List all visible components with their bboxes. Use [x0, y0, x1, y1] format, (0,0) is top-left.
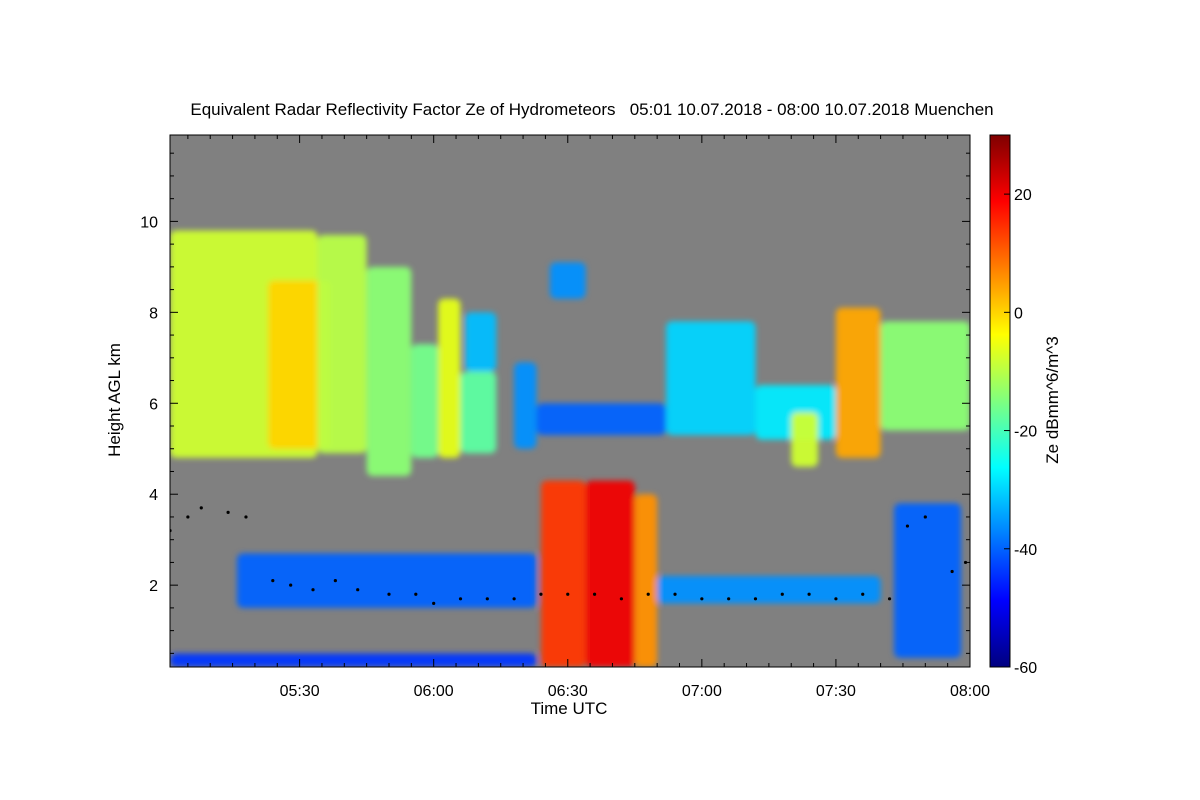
ceilometer-point — [592, 592, 597, 596]
ceilometer-point — [271, 579, 275, 583]
reflectivity-cell — [317, 235, 367, 454]
ceilometer-point — [387, 592, 391, 596]
ceilometer-point — [834, 597, 838, 601]
reflectivity-cell — [791, 412, 819, 467]
x-tick-label: 07:00 — [682, 683, 722, 700]
reflectivity-field — [170, 230, 970, 667]
reflectivity-cell — [411, 344, 439, 458]
x-tick-label: 06:00 — [414, 683, 454, 700]
ceilometer-point — [753, 597, 758, 601]
y-tick-label: 4 — [149, 487, 158, 504]
y-axis-label: Height AGL km — [105, 343, 124, 457]
ceilometer-point — [923, 515, 927, 519]
y-tick-label: 2 — [149, 578, 158, 595]
plot-area — [169, 134, 971, 668]
ceilometer-point — [807, 592, 811, 596]
reflectivity-cell — [268, 280, 331, 449]
reflectivity-cell — [880, 321, 970, 431]
y-tick-label: 10 — [140, 214, 158, 231]
ceilometer-point — [861, 592, 865, 596]
ceilometer-point — [566, 592, 570, 596]
y-tick-label: 6 — [149, 396, 158, 413]
y-axis: 2 4 6 8 10 — [140, 152, 970, 654]
reflectivity-cell — [585, 480, 635, 667]
x-tick-label: 08:00 — [950, 683, 990, 700]
ceilometer-point — [963, 560, 968, 565]
x-tick-label: 07:30 — [816, 683, 856, 700]
colorbar-tick-label: 0 — [1014, 305, 1023, 322]
reflectivity-cell — [666, 321, 756, 436]
reflectivity-cell — [438, 298, 461, 458]
reflectivity-cell — [634, 494, 658, 667]
reflectivity-cell — [170, 653, 537, 667]
ceilometer-point — [727, 597, 731, 601]
x-axis-label: Time UTC — [531, 699, 608, 718]
colorbar-gradient — [990, 135, 1010, 667]
ceilometer-point — [485, 597, 489, 601]
ceilometer-point — [199, 506, 203, 510]
reflectivity-cell — [894, 503, 962, 658]
ceilometer-point — [432, 601, 436, 605]
ceilometer-point — [539, 592, 543, 596]
reflectivity-cell — [549, 262, 586, 299]
reflectivity-cell — [460, 371, 497, 454]
colorbar-label: Ze dBmm^6/m^3 — [1043, 336, 1062, 463]
x-axis: 05:30 06:00 06:30 07:00 07:30 08:00 — [187, 135, 990, 700]
ceilometer-point — [619, 597, 623, 601]
ceilometer-point — [673, 592, 677, 596]
ceilometer-point — [950, 569, 954, 574]
x-tick-label: 05:30 — [280, 683, 320, 700]
reflectivity-cell — [514, 362, 537, 449]
ceilometer-point — [311, 588, 315, 592]
reflectivity-cell — [657, 576, 881, 604]
reflectivity-cell — [540, 480, 586, 667]
ceilometer-point — [414, 592, 418, 596]
colorbar-tick-label: -40 — [1014, 542, 1037, 559]
ceilometer-point — [512, 597, 516, 601]
colorbar: 20 0 -20 -40 -60 — [989, 134, 1037, 677]
reflectivity-cell — [237, 553, 537, 608]
ceilometer-point — [244, 515, 248, 519]
ceilometer-point — [226, 510, 230, 515]
ceilometer-point — [905, 524, 910, 528]
ceilometer-point — [646, 592, 650, 596]
ceilometer-point — [186, 515, 190, 519]
colorbar-tick-label: -60 — [1014, 660, 1037, 677]
reflectivity-cell — [366, 266, 412, 477]
reflectivity-cell — [536, 403, 667, 436]
ceilometer-point — [289, 583, 293, 587]
ceilometer-point — [356, 588, 360, 592]
ceilometer-point — [887, 597, 892, 601]
reflectivity-cell — [835, 307, 881, 458]
colorbar-tick-label: -20 — [1014, 424, 1037, 441]
reflectivity-cell — [464, 312, 497, 372]
ceilometer-point — [780, 592, 784, 596]
x-tick-label: 06:30 — [548, 683, 588, 700]
colorbar-frame — [989, 134, 1011, 668]
chart-title: Equivalent Radar Reflectivity Factor Ze … — [190, 100, 993, 119]
ceilometer-point — [333, 579, 337, 583]
plot-frame — [169, 134, 971, 668]
ceilometer-point — [700, 597, 704, 601]
y-tick-label: 8 — [149, 305, 158, 322]
colorbar-tick-label: 20 — [1014, 187, 1032, 204]
ceilometer-point — [458, 597, 463, 601]
